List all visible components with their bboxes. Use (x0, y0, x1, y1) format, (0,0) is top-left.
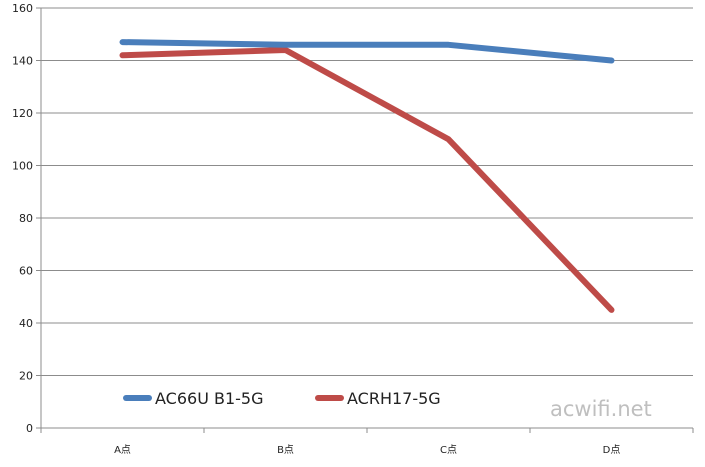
y-tick-label: 40 (19, 317, 33, 330)
series-lines (122, 42, 611, 310)
x-tick-label: A点 (114, 444, 131, 456)
watermark-text: acwifi.net (550, 397, 652, 421)
y-tick-label: 100 (12, 160, 33, 173)
y-tick-label: 20 (19, 370, 33, 383)
y-tick-label: 120 (12, 107, 33, 120)
y-tick-label: 60 (19, 265, 33, 278)
x-tick-label: C点 (440, 444, 457, 456)
y-tick-label: 80 (19, 212, 33, 225)
x-tick-label: D点 (603, 444, 621, 456)
legend: AC66U B1-5G ACRH17-5G (126, 389, 441, 408)
gridlines (41, 8, 693, 376)
y-tick-label: 0 (26, 422, 33, 435)
y-tick-label: 160 (12, 2, 33, 15)
legend-label: ACRH17-5G (347, 389, 441, 408)
axes: 0 20 40 60 80 100 120 140 160 A点 B点 C点 D点 (12, 2, 693, 456)
x-tick-label: B点 (277, 444, 294, 456)
legend-label: AC66U B1-5G (155, 389, 264, 408)
y-tick-label: 140 (12, 55, 33, 68)
